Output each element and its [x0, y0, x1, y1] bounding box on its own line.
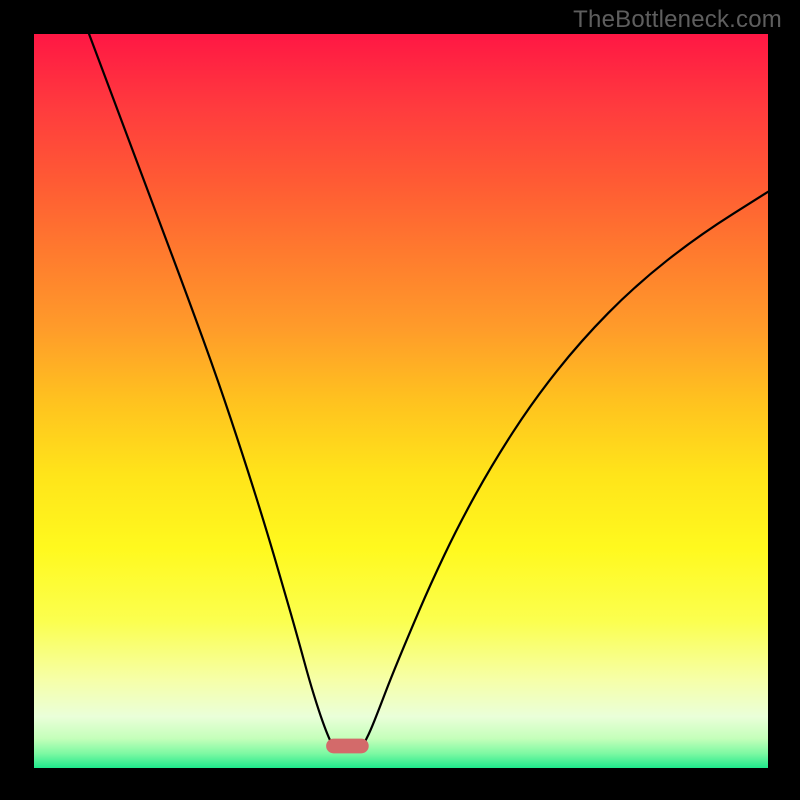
chart-svg	[34, 34, 768, 768]
minimum-marker	[326, 739, 369, 754]
gradient-background	[34, 34, 768, 768]
plot-area	[34, 34, 768, 768]
watermark-text: TheBottleneck.com	[573, 6, 782, 34]
chart-frame: TheBottleneck.com	[0, 0, 800, 800]
